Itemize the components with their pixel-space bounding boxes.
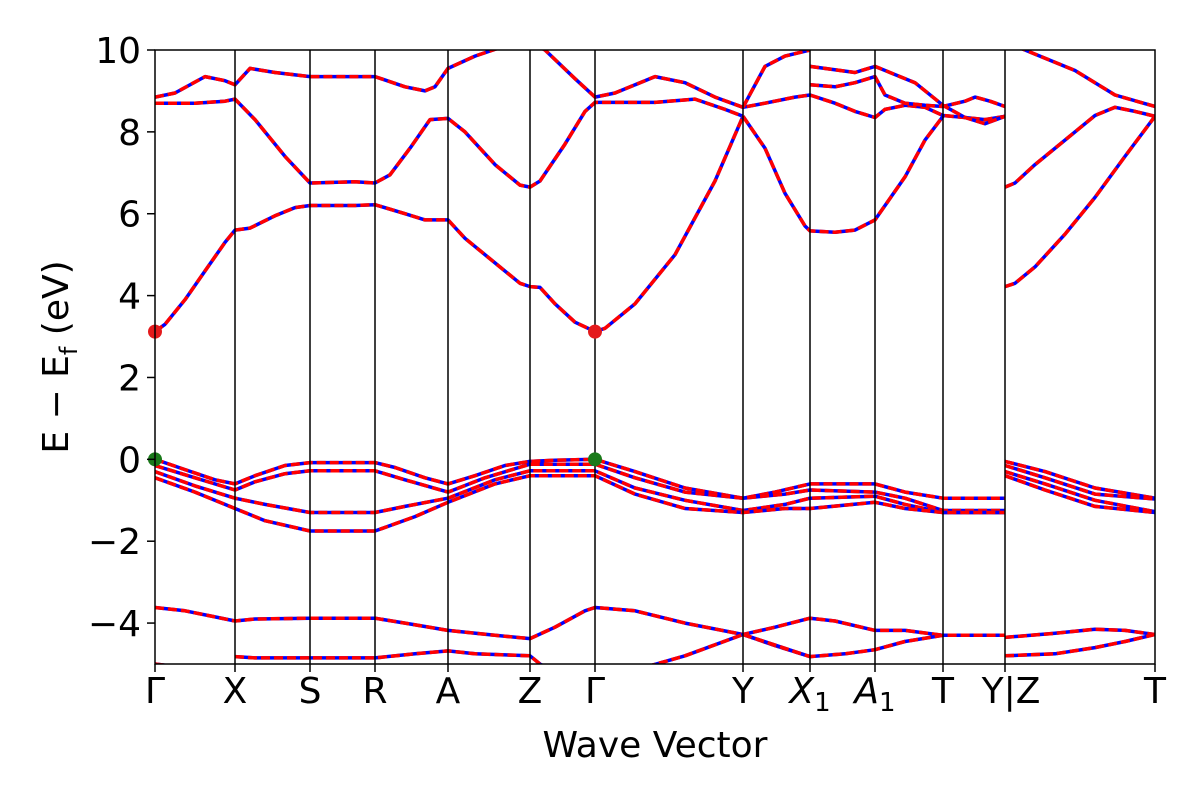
- band-7-dashed: [809, 64, 1006, 126]
- x-tick-label-10: T: [931, 671, 955, 712]
- y-tick-label: 10: [95, 31, 141, 72]
- band-8-dashed: [1004, 105, 1155, 189]
- band-3-dashed: [541, 50, 1006, 122]
- band-1-solid: [155, 97, 744, 189]
- x-tick-label-12: T: [1143, 671, 1167, 712]
- high-symmetry-lines: [234, 50, 1006, 664]
- band-7-solid: [809, 64, 1006, 126]
- band-24-solid: [1004, 627, 1155, 640]
- x-tick-label-6: Γ: [585, 671, 605, 712]
- band-lines: [155, 50, 1155, 664]
- band-25-solid: [1004, 632, 1155, 658]
- cbm-marker-1: [588, 324, 602, 339]
- y-axis-title-main: E − E: [36, 355, 77, 454]
- band-0-solid: [155, 115, 745, 334]
- x-tick-label-1: X: [223, 671, 248, 712]
- band-25-dashed: [1004, 632, 1155, 658]
- x-axis: Γ X S R A Z Γ Y X1 A1 T Y|Z T: [145, 664, 1167, 718]
- band-17-dashed: [1004, 469, 1155, 514]
- y-axis: −4 −2 0 2 4 6 8 10: [88, 31, 155, 645]
- band-9-dashed: [1004, 115, 1155, 289]
- y-tick-label: 8: [118, 113, 141, 154]
- y-axis-title-subscript: f: [55, 346, 83, 355]
- y-tick-label: −2: [88, 522, 141, 563]
- band-24-dashed: [1004, 627, 1155, 640]
- plot-frame: [154, 49, 1156, 665]
- band-5-dashed: [741, 50, 811, 109]
- y-tick-label: 0: [118, 440, 141, 481]
- extrema-markers: [148, 324, 602, 467]
- band-16-dashed: [1004, 463, 1155, 501]
- y-axis-title: E − Ef (eV): [36, 260, 83, 453]
- band-18-dashed: [1004, 474, 1155, 515]
- x-tick-label-0: Γ: [145, 671, 165, 712]
- vbm-marker-3: [588, 452, 602, 467]
- x-tick-label-3: R: [362, 671, 387, 712]
- band-19-dashed: [155, 605, 1005, 641]
- band-2-dashed: [155, 50, 499, 99]
- band-15-dashed: [1004, 459, 1155, 500]
- y-tick-label: −4: [88, 604, 141, 645]
- band-4-solid: [741, 115, 945, 234]
- band-23-dashed: [742, 632, 811, 659]
- x-axis-title: Wave Vector: [543, 725, 768, 766]
- y-tick-label: 4: [118, 277, 141, 318]
- band-11-dashed: [155, 457, 1005, 500]
- x-tick-label-4: A: [436, 671, 461, 712]
- x-tick-label-11: Y|Z: [981, 671, 1041, 712]
- band-12-dashed: [155, 462, 1005, 513]
- x-tick-label-7: Y: [731, 671, 755, 712]
- x-tick-label-9: A1: [852, 671, 895, 718]
- band-3-solid: [541, 50, 1006, 122]
- band-10-dashed: [1020, 50, 1155, 109]
- band-13-dashed: [155, 469, 1005, 515]
- band-1-dashed: [155, 97, 744, 189]
- x-tick-label-2: S: [299, 671, 322, 712]
- y-tick-label: 6: [118, 195, 141, 236]
- band-9-solid: [1004, 115, 1155, 289]
- band-6-dashed: [809, 74, 1006, 109]
- band-21-dashed: [234, 649, 544, 664]
- x-tick-label-5: Z: [518, 671, 543, 712]
- y-axis-title-unit: (eV): [36, 260, 77, 346]
- y-tick-label: 2: [118, 358, 141, 399]
- x-tick-label-8: X1: [787, 671, 830, 718]
- band-2-solid: [155, 50, 499, 99]
- band-4-dashed: [741, 115, 945, 234]
- band-0-dashed: [155, 115, 745, 334]
- band-14-dashed: [155, 473, 1005, 533]
